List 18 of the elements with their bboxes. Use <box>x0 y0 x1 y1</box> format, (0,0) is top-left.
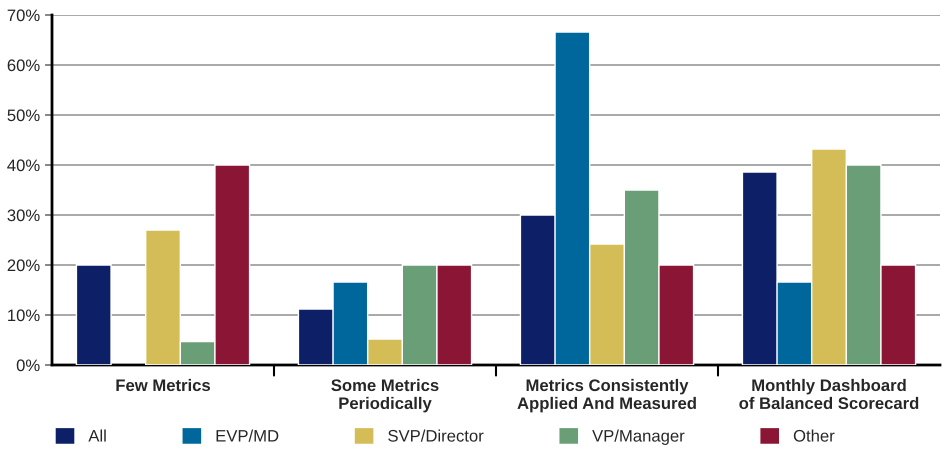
legend-label: EVP/MD <box>216 429 278 442</box>
y-tick-label: 50% <box>8 109 40 122</box>
bar <box>76 264 112 365</box>
y-tick-label: 30% <box>7 209 40 222</box>
x-tick-label: Monthly Dashboard of Balanced Scorecard <box>739 378 918 410</box>
y-tick-label: 20% <box>8 259 40 272</box>
legend-label: SVP/Director <box>388 429 484 442</box>
y-tick-label: 0% <box>16 359 40 372</box>
y-tick-label: 60% <box>8 59 40 72</box>
legend-label: Other <box>794 429 834 442</box>
legend-label: All <box>88 429 106 442</box>
x-tick-label: Few Metrics <box>116 378 210 392</box>
legend-label: VP/Manager <box>592 429 684 445</box>
x-tick-label: Some Metrics Periodically <box>331 378 439 412</box>
x-tick-label: Metrics Consistently Applied And Measured <box>517 378 696 412</box>
y-tick-label: 70% <box>8 9 40 22</box>
y-tick-label: 40% <box>7 159 40 172</box>
y-tick-label: 10% <box>8 309 40 322</box>
